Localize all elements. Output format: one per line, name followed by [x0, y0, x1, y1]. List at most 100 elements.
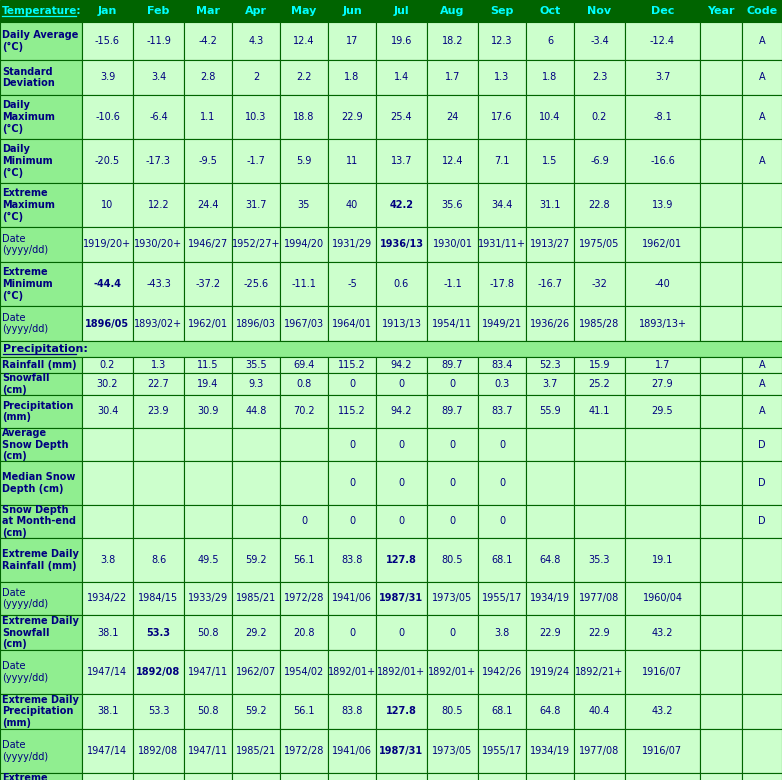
- Bar: [376, 395, 427, 428]
- Text: D: D: [759, 478, 766, 488]
- Bar: [232, 582, 280, 615]
- Text: -11.9: -11.9: [146, 36, 171, 46]
- Text: 0: 0: [349, 478, 355, 488]
- Bar: [232, 22, 280, 60]
- Bar: [82, 262, 133, 306]
- Text: 1962/01: 1962/01: [643, 239, 683, 250]
- Text: 2.3: 2.3: [592, 73, 607, 83]
- Text: 1984/15: 1984/15: [138, 594, 178, 604]
- Text: 1947/11: 1947/11: [188, 746, 228, 756]
- Text: -37.2: -37.2: [196, 279, 221, 289]
- Text: Sep: Sep: [490, 6, 514, 16]
- Bar: [184, 505, 232, 538]
- Text: 35: 35: [298, 200, 310, 210]
- Bar: [376, 95, 427, 139]
- Text: 3.7: 3.7: [655, 73, 670, 83]
- Text: Dec: Dec: [651, 6, 674, 16]
- Bar: [280, 139, 328, 183]
- Text: 1930/01: 1930/01: [432, 239, 472, 250]
- Bar: [328, 0, 376, 22]
- Bar: [700, 461, 742, 505]
- Text: 83.8: 83.8: [341, 707, 363, 717]
- Bar: [742, 428, 782, 461]
- Bar: [700, 22, 742, 60]
- Bar: [427, 22, 478, 60]
- Bar: [82, 505, 133, 538]
- Text: -16.6: -16.6: [650, 156, 675, 166]
- Bar: [574, 428, 625, 461]
- Bar: [328, 139, 376, 183]
- Text: 0.8: 0.8: [296, 379, 311, 389]
- Text: 1916/07: 1916/07: [643, 746, 683, 756]
- Bar: [328, 373, 376, 395]
- Bar: [625, 139, 700, 183]
- Text: 7.1: 7.1: [494, 156, 510, 166]
- Bar: [700, 95, 742, 139]
- Bar: [133, 357, 184, 373]
- Bar: [427, 538, 478, 582]
- Bar: [232, 428, 280, 461]
- Text: 1893/02+: 1893/02+: [135, 318, 182, 328]
- Bar: [184, 60, 232, 95]
- Bar: [574, 139, 625, 183]
- Bar: [280, 582, 328, 615]
- Bar: [700, 373, 742, 395]
- Bar: [184, 22, 232, 60]
- Text: 50.8: 50.8: [197, 707, 219, 717]
- Bar: [625, 95, 700, 139]
- Text: 30.4: 30.4: [97, 406, 118, 417]
- Text: Date
(yyyy/dd): Date (yyyy/dd): [2, 313, 48, 335]
- Text: 1934/22: 1934/22: [88, 594, 127, 604]
- Text: A: A: [759, 406, 766, 417]
- Bar: [0, 0, 82, 22]
- Text: 27.9: 27.9: [651, 379, 673, 389]
- Bar: [526, 582, 574, 615]
- Bar: [478, 262, 526, 306]
- Bar: [133, 694, 184, 729]
- Bar: [328, 615, 376, 650]
- Bar: [133, 773, 184, 780]
- Text: 0.6: 0.6: [394, 279, 409, 289]
- Text: Jul: Jul: [393, 6, 409, 16]
- Bar: [133, 650, 184, 694]
- Text: 30.9: 30.9: [197, 406, 219, 417]
- Bar: [280, 357, 328, 373]
- Bar: [0, 95, 82, 139]
- Bar: [625, 615, 700, 650]
- Bar: [232, 227, 280, 262]
- Bar: [478, 183, 526, 227]
- Text: 1919/24: 1919/24: [530, 667, 570, 677]
- Bar: [700, 139, 742, 183]
- Bar: [133, 262, 184, 306]
- Text: 1960/04: 1960/04: [643, 594, 683, 604]
- Bar: [0, 139, 82, 183]
- Text: 53.3: 53.3: [148, 707, 169, 717]
- Bar: [574, 262, 625, 306]
- Text: 94.2: 94.2: [391, 406, 412, 417]
- Bar: [280, 306, 328, 341]
- Text: 0: 0: [399, 379, 404, 389]
- Bar: [133, 395, 184, 428]
- Bar: [376, 262, 427, 306]
- Bar: [478, 505, 526, 538]
- Bar: [478, 60, 526, 95]
- Bar: [526, 505, 574, 538]
- Text: Date
(yyyy/dd): Date (yyyy/dd): [2, 234, 48, 255]
- Bar: [526, 773, 574, 780]
- Bar: [625, 538, 700, 582]
- Bar: [625, 729, 700, 773]
- Bar: [478, 650, 526, 694]
- Text: -15.6: -15.6: [95, 36, 120, 46]
- Bar: [574, 95, 625, 139]
- Bar: [232, 650, 280, 694]
- Bar: [700, 357, 742, 373]
- Bar: [280, 395, 328, 428]
- Bar: [280, 227, 328, 262]
- Text: 0.3: 0.3: [494, 379, 510, 389]
- Text: Date
(yyyy/dd): Date (yyyy/dd): [2, 740, 48, 762]
- Text: Code: Code: [747, 6, 777, 16]
- Bar: [82, 60, 133, 95]
- Bar: [700, 538, 742, 582]
- Bar: [478, 95, 526, 139]
- Bar: [700, 0, 742, 22]
